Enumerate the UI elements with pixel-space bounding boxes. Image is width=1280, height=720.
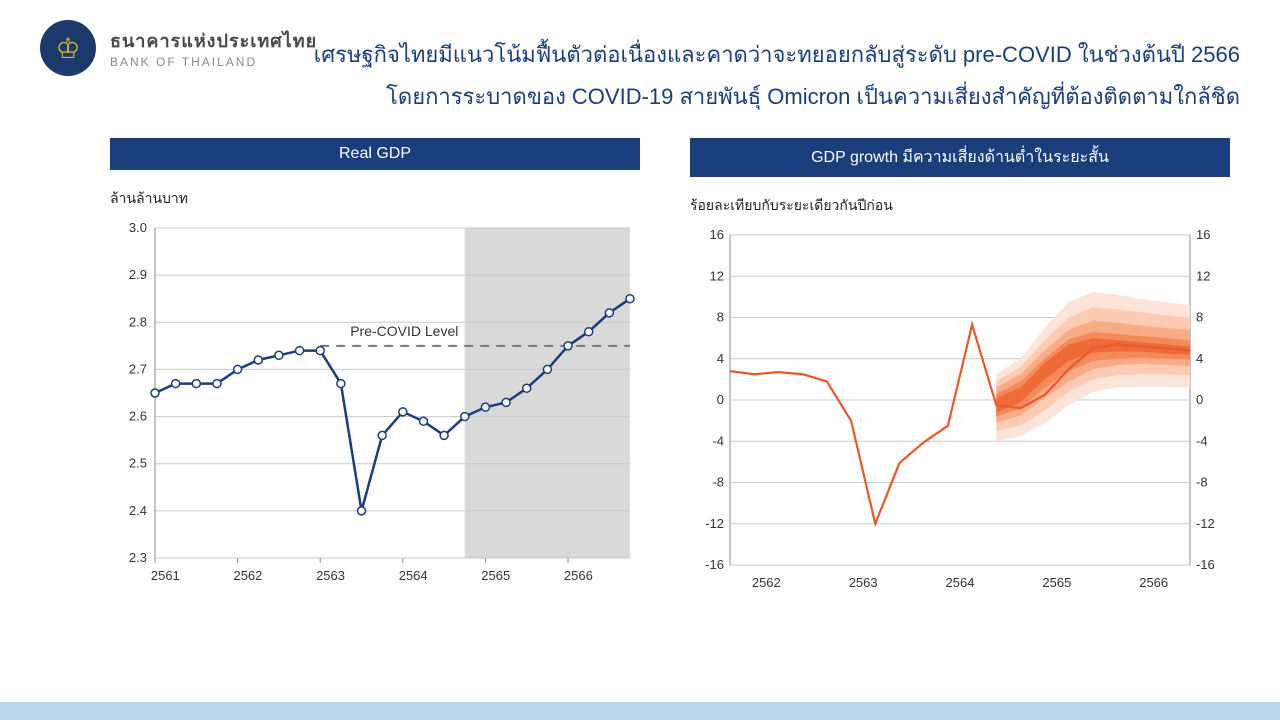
- svg-text:2565: 2565: [481, 568, 510, 583]
- chart-right-plot: -16 -16 -12 -12 -8 -8 -4 -4 0 0 4 4 8 8 12 12 16 16 2562 25…: [690, 225, 1230, 605]
- svg-text:2.3: 2.3: [129, 550, 147, 565]
- svg-text:0: 0: [1196, 392, 1203, 407]
- svg-text:2.6: 2.6: [129, 408, 147, 423]
- svg-text:2562: 2562: [752, 575, 781, 590]
- chart-right-ylabel: ร้อยละเทียบกับระยะเดียวกันปีก่อน: [690, 195, 1230, 217]
- headline-line1: เศรษฐกิจไทยมีแนวโน้มฟื้นตัวต่อเนื่องและค…: [260, 34, 1240, 76]
- svg-text:2563: 2563: [849, 575, 878, 590]
- org-name-th: ธนาคารแห่งประเทศไทย: [110, 26, 317, 55]
- svg-text:-8: -8: [1196, 474, 1208, 489]
- svg-text:2.7: 2.7: [129, 361, 147, 376]
- svg-text:2564: 2564: [399, 568, 428, 583]
- svg-text:2563: 2563: [316, 568, 345, 583]
- svg-text:0: 0: [717, 392, 724, 407]
- svg-text:-16: -16: [705, 557, 724, 572]
- svg-text:-8: -8: [712, 474, 724, 489]
- svg-text:2561: 2561: [151, 568, 180, 583]
- footer-band: [0, 702, 1280, 720]
- chart-left-svg: 2.3 2.4 2.5 2.6 2.7 2.8 2.9 3.0 2561 2562 2563 2564…: [110, 218, 640, 598]
- svg-text:12: 12: [1196, 268, 1210, 283]
- chart-left-plot: 2.3 2.4 2.5 2.6 2.7 2.8 2.9 3.0 2561 2562 2563 2564…: [110, 218, 640, 598]
- chart-right-svg: -16 -16 -12 -12 -8 -8 -4 -4 0 0 4 4 8 8 12 12 16 16 2562 25…: [690, 225, 1230, 605]
- svg-text:2.4: 2.4: [129, 502, 147, 517]
- svg-text:16: 16: [1196, 227, 1210, 242]
- svg-text:2566: 2566: [1139, 575, 1168, 590]
- charts-row: Real GDP ล้านล้านบาท 2.32.42.52.62.72.82…: [0, 118, 1280, 605]
- org-name-en: BANK OF THAILAND: [110, 55, 317, 69]
- svg-text:8: 8: [717, 309, 724, 324]
- svg-text:4: 4: [1196, 350, 1203, 365]
- chart-left-ylabel: ล้านล้านบาท: [110, 188, 640, 210]
- svg-text:12: 12: [710, 268, 724, 283]
- svg-text:2562: 2562: [233, 568, 262, 583]
- svg-text:2564: 2564: [946, 575, 975, 590]
- svg-text:-12: -12: [1196, 515, 1215, 530]
- chart-left: Real GDP ล้านล้านบาท 2.32.42.52.62.72.82…: [110, 138, 640, 605]
- logo-glyph: ♔: [55, 32, 80, 65]
- svg-text:2565: 2565: [1042, 575, 1071, 590]
- svg-text:-4: -4: [1196, 433, 1208, 448]
- svg-text:-4: -4: [712, 433, 724, 448]
- chart-right-title: GDP growth มีความเสี่ยงด้านต่ำในระยะสั้น: [690, 138, 1230, 177]
- svg-text:2.5: 2.5: [129, 455, 147, 470]
- svg-text:3.0: 3.0: [129, 220, 147, 235]
- svg-text:2.9: 2.9: [129, 267, 147, 282]
- svg-text:2566: 2566: [564, 568, 593, 583]
- svg-text:4: 4: [717, 350, 724, 365]
- bot-logo: ♔: [40, 20, 96, 76]
- org-name-block: ธนาคารแห่งประเทศไทย BANK OF THAILAND: [110, 20, 317, 69]
- svg-text:16: 16: [710, 227, 724, 242]
- chart-left-title: Real GDP: [110, 138, 640, 170]
- chart-right: GDP growth มีความเสี่ยงด้านต่ำในระยะสั้น…: [690, 138, 1230, 605]
- svg-text:-12: -12: [705, 515, 724, 530]
- svg-text:2.8: 2.8: [129, 314, 147, 329]
- svg-text:8: 8: [1196, 309, 1203, 324]
- svg-text:-16: -16: [1196, 557, 1215, 572]
- headline-line2: โดยการระบาดของ COVID-19 สายพันธุ์ Omicro…: [260, 76, 1240, 118]
- pre-covid-label: Pre-COVID Level: [350, 323, 458, 339]
